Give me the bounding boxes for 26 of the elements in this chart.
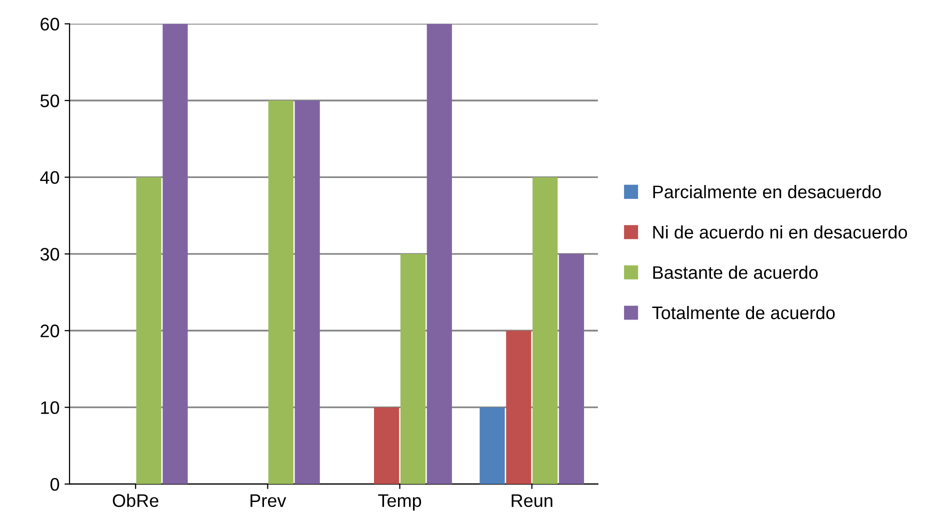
y-tick-label: 40 xyxy=(40,171,60,184)
y-tick-label: 0 xyxy=(50,478,60,491)
bar xyxy=(294,100,320,484)
legend-label: Ni de acuerdo ni en desacuerdo xyxy=(653,225,908,239)
bar xyxy=(400,254,426,484)
y-tick-label: 30 xyxy=(40,248,60,261)
y-tick-label: 50 xyxy=(40,94,60,108)
bar xyxy=(506,330,532,484)
x-tick-label: ObRe xyxy=(112,494,158,508)
x-tick-label: Reun xyxy=(512,494,552,508)
legend-label: Bastante de acuerdo xyxy=(653,266,818,279)
bar xyxy=(426,24,452,484)
y-tick-label: 60 xyxy=(40,18,60,31)
bar xyxy=(268,100,294,484)
legend-label: Parcialmente en desacuerdo xyxy=(653,185,881,198)
bar xyxy=(480,407,505,484)
bar xyxy=(532,177,558,484)
x-tick-label: Temp xyxy=(378,494,422,511)
legend-label: Totalmente de acuerdo xyxy=(652,306,835,320)
x-tick-label: Prev xyxy=(250,494,286,508)
y-tick-label: 20 xyxy=(40,324,60,338)
y-tick-label: 10 xyxy=(41,401,60,414)
bar xyxy=(374,407,400,484)
bar xyxy=(136,177,162,484)
bar xyxy=(162,24,188,484)
bar xyxy=(558,254,584,484)
